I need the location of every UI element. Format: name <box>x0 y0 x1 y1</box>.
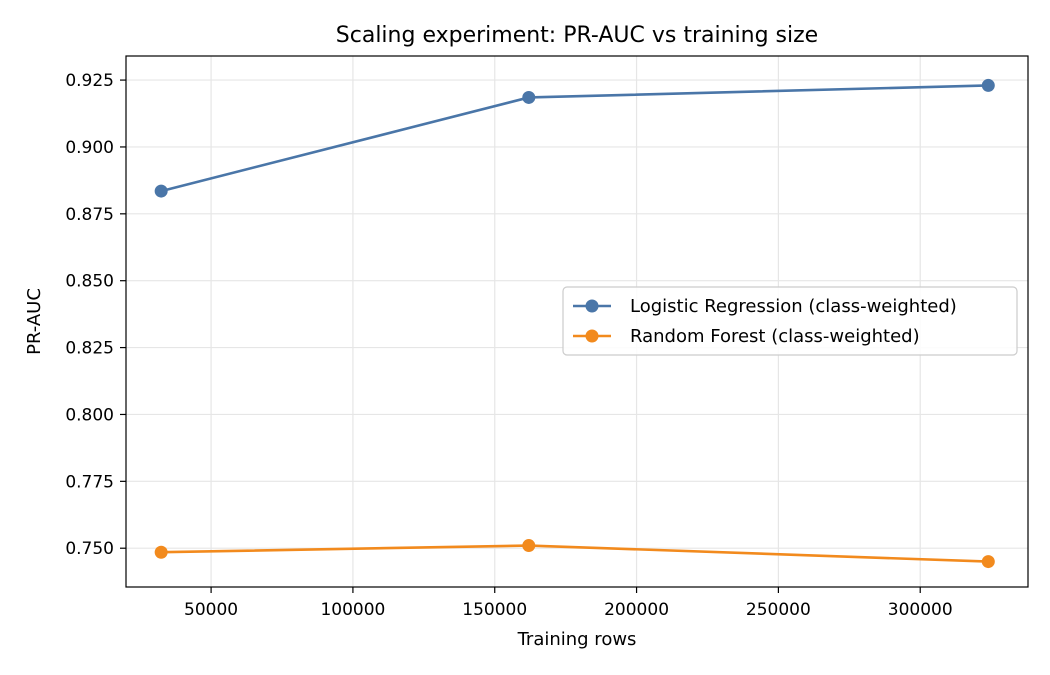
legend-label-1: Random Forest (class-weighted) <box>630 326 920 347</box>
series-0-point <box>981 78 995 92</box>
chart-title: Scaling experiment: PR-AUC vs training s… <box>336 23 818 48</box>
legend: Logistic Regression (class-weighted) Rand… <box>562 286 1018 356</box>
y-tick-label: 0.800 <box>65 405 114 425</box>
y-axis-ticks: 0.750 0.775 0.800 0.825 0.850 0.875 0.900 0.925 <box>65 71 126 559</box>
series-0-point <box>522 90 536 104</box>
x-tick-label: 200000 <box>604 600 669 620</box>
series-line-0 <box>160 84 989 193</box>
y-tick-label: 0.875 <box>65 205 114 225</box>
x-axis-ticks: 50000 100000 150000 200000 250000 300000 <box>184 587 953 620</box>
x-tick-label: 100000 <box>320 600 385 620</box>
series-1-point <box>981 555 995 569</box>
y-tick-label: 0.750 <box>65 539 114 559</box>
x-axis-label: Training rows <box>517 629 637 650</box>
y-tick-label: 0.925 <box>65 71 114 91</box>
x-tick-label: 250000 <box>746 600 811 620</box>
series-1-point <box>154 545 168 559</box>
plot-area-frame <box>125 55 1029 588</box>
series-1-point <box>522 539 536 553</box>
y-tick-label: 0.900 <box>65 138 114 158</box>
y-tick-label: 0.825 <box>65 339 114 359</box>
series-points <box>154 78 995 569</box>
series-0-point <box>154 184 168 198</box>
y-axis-label: PR-AUC <box>24 288 45 355</box>
legend-marker-1 <box>585 329 599 343</box>
legend-box <box>562 286 1018 356</box>
x-tick-label: 50000 <box>184 600 238 620</box>
x-tick-label: 300000 <box>888 600 953 620</box>
legend-marker-0 <box>585 299 599 313</box>
y-tick-label: 0.850 <box>65 272 114 292</box>
y-tick-label: 0.775 <box>65 472 114 492</box>
legend-label-0: Logistic Regression (class-weighted) <box>630 296 957 317</box>
x-tick-label: 150000 <box>462 600 527 620</box>
